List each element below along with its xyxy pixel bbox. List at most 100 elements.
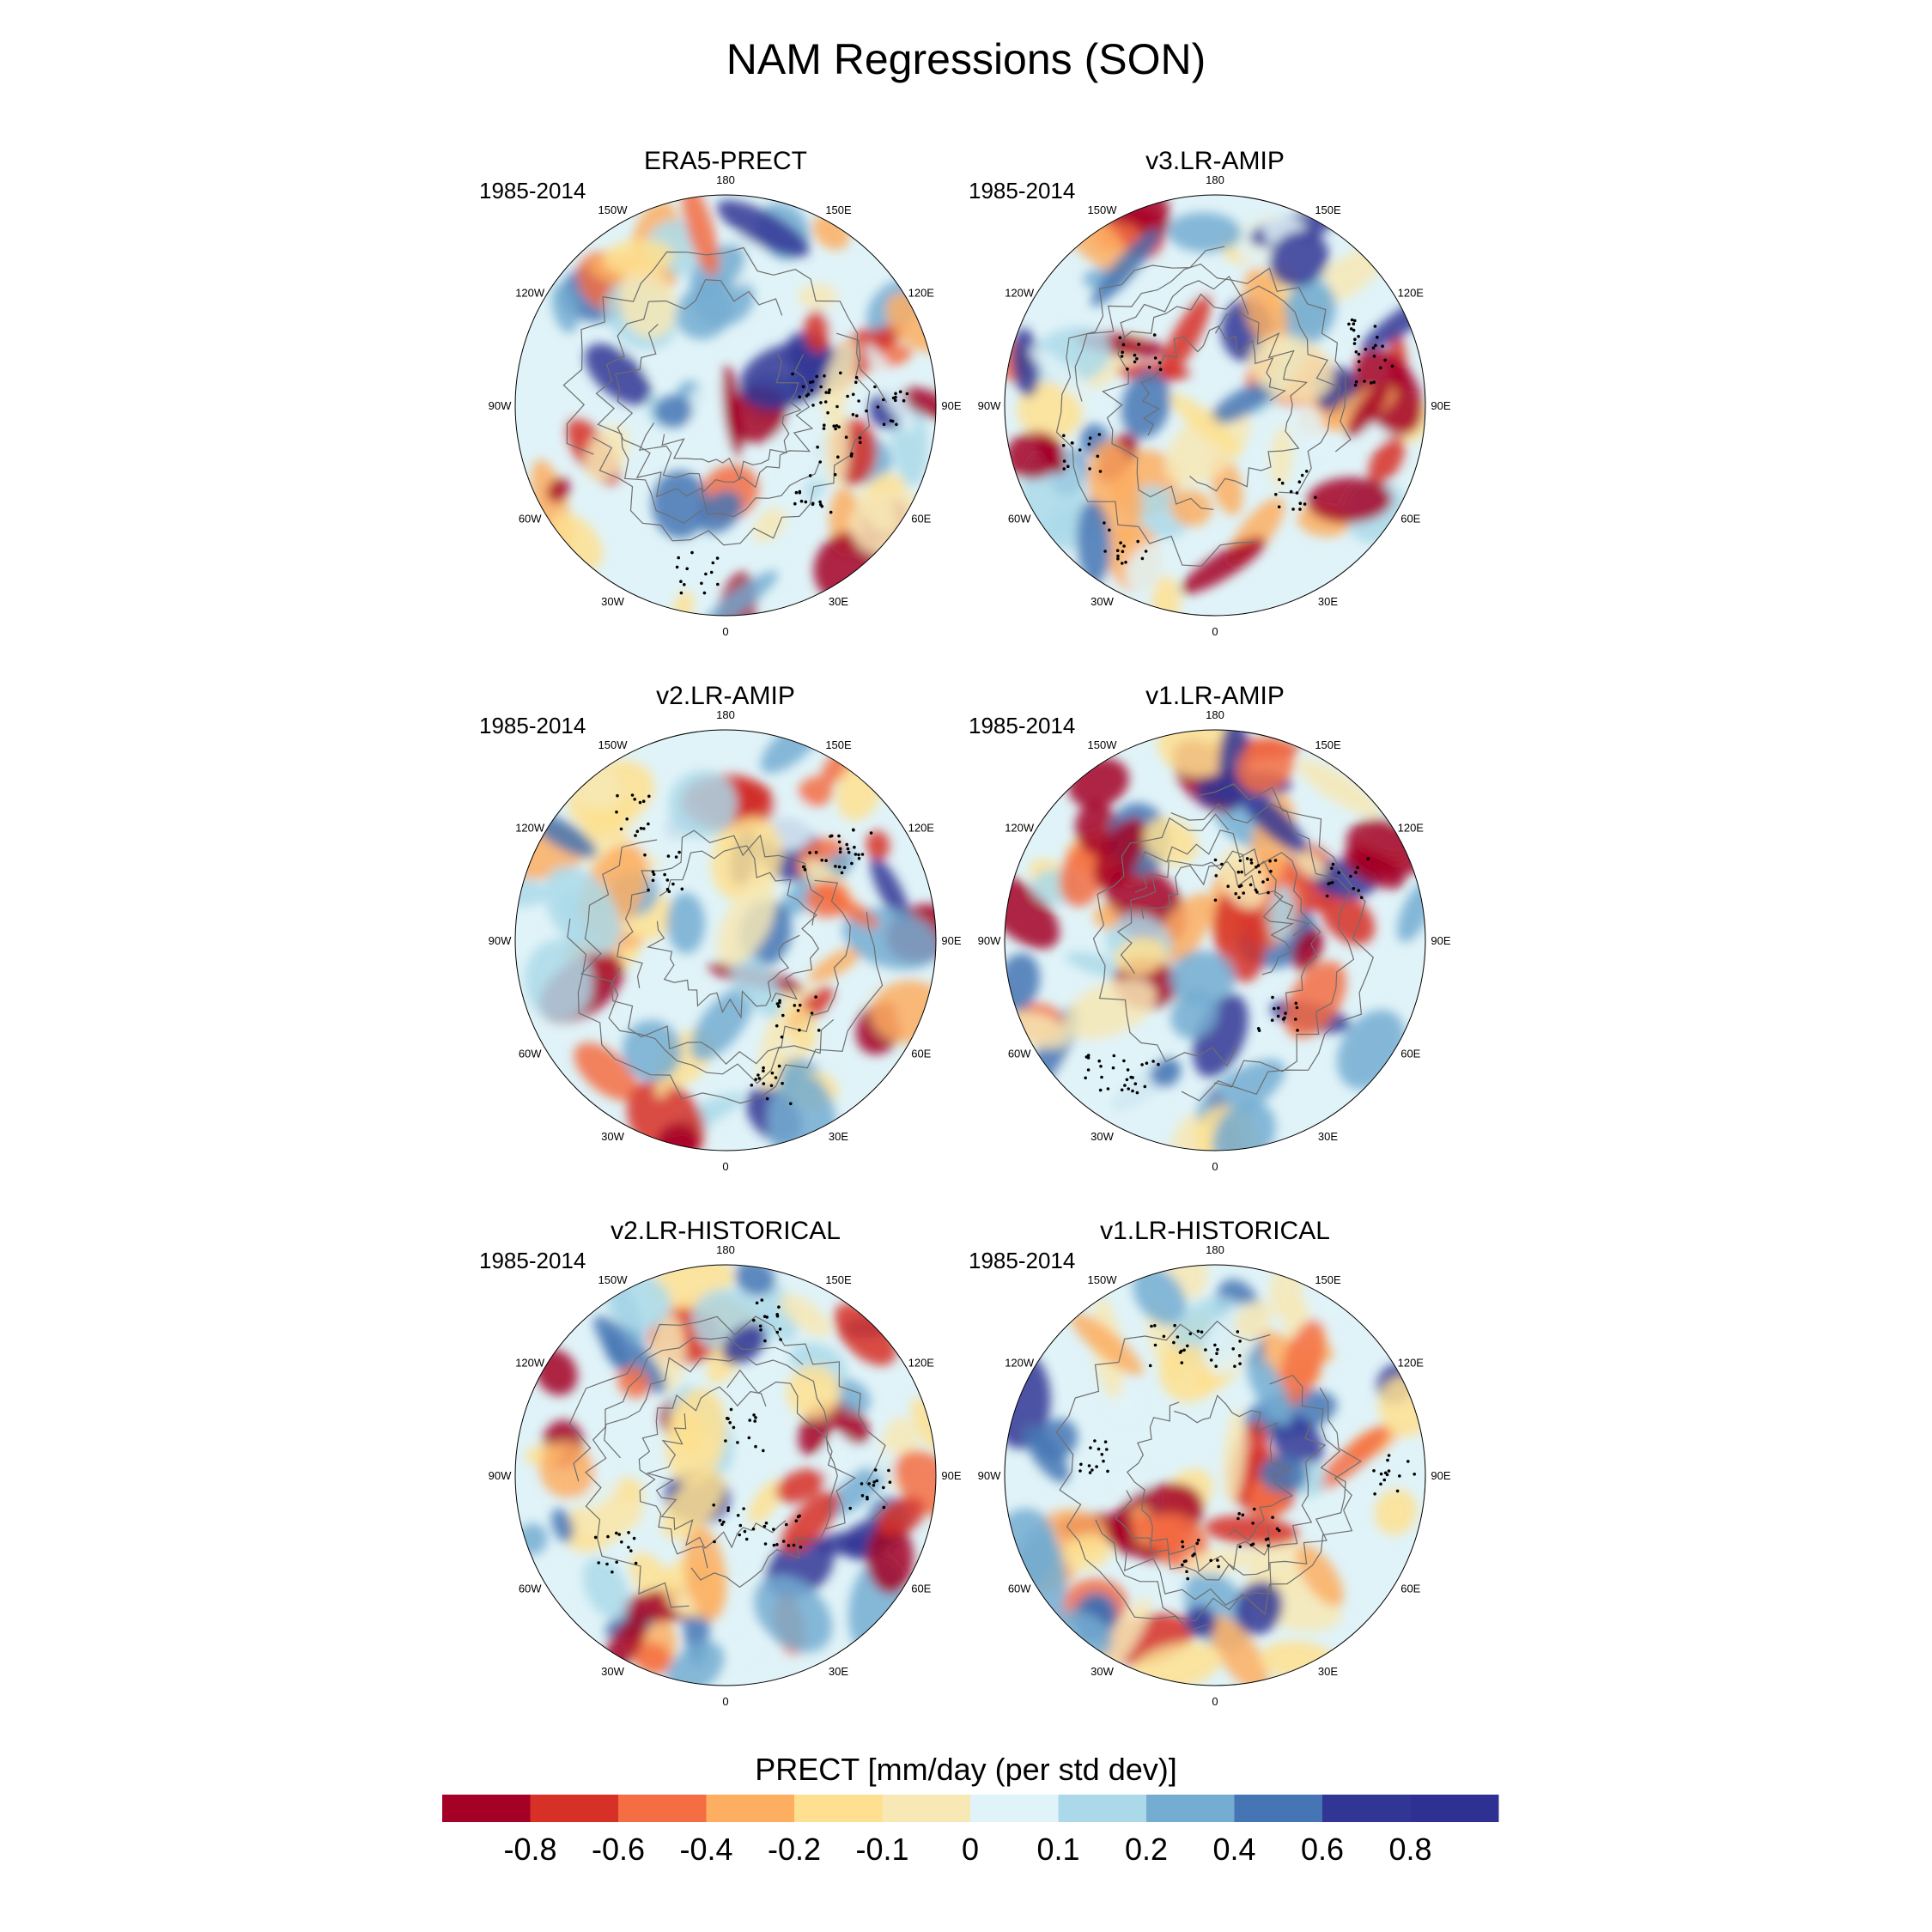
longitude-label: 90E bbox=[941, 1469, 961, 1482]
longitude-label: 90E bbox=[941, 399, 961, 412]
panel-title: ERA5-PRECT bbox=[644, 147, 807, 175]
panel-title: v2.LR-AMIP bbox=[656, 682, 795, 710]
map-boundary bbox=[1004, 194, 1426, 617]
colorbar-swatch bbox=[1234, 1795, 1323, 1822]
map-panel: v3.LR-AMIP 1985-2014 180 150E 120E 90E 60E 30E 0… bbox=[969, 147, 1451, 638]
longitude-label: 60E bbox=[1400, 1583, 1420, 1595]
longitude-label: 120E bbox=[1398, 287, 1425, 300]
precip-field bbox=[1005, 1265, 1425, 1686]
colorbar-swatch bbox=[970, 1795, 1059, 1822]
longitude-label: 30W bbox=[1091, 595, 1114, 608]
coastlines bbox=[1055, 1320, 1363, 1631]
colorbar-tick-label: -0.4 bbox=[679, 1832, 732, 1867]
longitude-label: 90E bbox=[1431, 399, 1450, 412]
longitude-label: 90E bbox=[1431, 1469, 1450, 1482]
longitude-label: 150W bbox=[598, 1273, 629, 1286]
longitude-label: 60E bbox=[911, 513, 931, 526]
period-label: 1985-2014 bbox=[479, 713, 586, 738]
longitude-label: 30E bbox=[829, 595, 848, 608]
colorbar-title: PRECT [mm/day (per std dev)] bbox=[755, 1752, 1177, 1787]
longitude-label: 180 bbox=[716, 708, 735, 721]
longitude-label: 150E bbox=[825, 204, 852, 216]
longitude-label: 150E bbox=[825, 1273, 852, 1286]
precip-field bbox=[1005, 195, 1425, 616]
longitude-label: 60W bbox=[519, 1583, 542, 1595]
colorbar-swatch bbox=[1410, 1795, 1499, 1822]
panel-title: v2.LR-HISTORICAL bbox=[611, 1217, 841, 1245]
colorbar-tick-label: -0.2 bbox=[768, 1832, 821, 1867]
longitude-label: 120W bbox=[1005, 287, 1035, 300]
period-label: 1985-2014 bbox=[479, 1248, 586, 1273]
colorbar-tick-label: 0.6 bbox=[1301, 1832, 1344, 1867]
longitude-label: 30E bbox=[1318, 595, 1338, 608]
longitude-label: 0 bbox=[722, 1160, 728, 1173]
panel-title: v1.LR-AMIP bbox=[1145, 682, 1285, 710]
longitude-label: 0 bbox=[1212, 1695, 1218, 1708]
colorbar-tick-label: 0.1 bbox=[1036, 1832, 1079, 1867]
colorbar-swatch bbox=[794, 1795, 883, 1822]
longitude-label: 0 bbox=[1212, 625, 1218, 638]
longitude-label: 180 bbox=[716, 1243, 735, 1256]
colorbar-tick-label: -0.8 bbox=[503, 1832, 556, 1867]
longitude-label: 0 bbox=[722, 625, 728, 638]
longitude-label: 60E bbox=[1400, 513, 1420, 526]
longitude-label: 30W bbox=[1091, 1665, 1114, 1678]
longitude-label: 30E bbox=[1318, 1665, 1338, 1678]
longitude-label: 90W bbox=[489, 1469, 512, 1482]
longitude-label: 90W bbox=[978, 934, 1001, 947]
longitude-label: 120W bbox=[515, 1357, 545, 1370]
period-label: 1985-2014 bbox=[969, 1248, 1075, 1273]
longitude-label: 30W bbox=[601, 1665, 624, 1678]
longitude-label: 120W bbox=[515, 287, 545, 300]
significance-stipple bbox=[593, 1298, 892, 1574]
longitude-label: 30W bbox=[1091, 1130, 1114, 1143]
longitude-label: 90E bbox=[941, 934, 961, 947]
map-boundary bbox=[514, 194, 937, 617]
colorbar-swatch bbox=[706, 1795, 795, 1822]
longitude-label: 120W bbox=[515, 822, 545, 835]
longitude-label: 180 bbox=[1206, 1243, 1224, 1256]
coastlines bbox=[562, 246, 888, 546]
longitude-label: 90W bbox=[489, 934, 512, 947]
longitude-label: 180 bbox=[1206, 708, 1224, 721]
longitude-label: 30W bbox=[601, 1130, 624, 1143]
map-boundary bbox=[514, 729, 937, 1151]
precip-field bbox=[515, 1265, 936, 1686]
precip-field bbox=[515, 195, 936, 616]
longitude-label: 0 bbox=[1212, 1160, 1218, 1173]
coastlines bbox=[567, 829, 884, 1104]
longitude-label: 150E bbox=[1315, 738, 1341, 751]
map-boundary bbox=[514, 1264, 937, 1686]
colorbar-tick-label: 0.8 bbox=[1388, 1832, 1431, 1867]
longitude-label: 120E bbox=[1398, 1357, 1425, 1370]
longitude-label: 30E bbox=[1318, 1130, 1338, 1143]
significance-stipple bbox=[1084, 857, 1370, 1095]
longitude-label: 0 bbox=[722, 1695, 728, 1708]
period-label: 1985-2014 bbox=[479, 178, 586, 204]
period-label: 1985-2014 bbox=[969, 178, 1075, 204]
longitude-label: 150E bbox=[1315, 1273, 1341, 1286]
longitude-label: 60W bbox=[519, 1048, 542, 1060]
colorbar-swatch bbox=[1146, 1795, 1235, 1822]
longitude-label: 90W bbox=[978, 399, 1001, 412]
longitude-label: 120W bbox=[1005, 822, 1035, 835]
colorbar-tick-label: 0.2 bbox=[1125, 1832, 1168, 1867]
coastlines bbox=[1055, 246, 1352, 567]
period-label: 1985-2014 bbox=[969, 713, 1075, 738]
longitude-label: 60W bbox=[1008, 1048, 1031, 1060]
colorbar-tick-label: 0 bbox=[962, 1832, 979, 1867]
longitude-label: 60W bbox=[1008, 1583, 1031, 1595]
significance-stipple bbox=[675, 371, 909, 595]
longitude-label: 150E bbox=[1315, 204, 1341, 216]
longitude-label: 90W bbox=[978, 1469, 1001, 1482]
significance-stipple bbox=[1078, 1323, 1416, 1581]
map-panel: ERA5-PRECT 1985-2014 180 150E 120E 90E 60E 30E 0… bbox=[479, 147, 962, 638]
longitude-label: 120E bbox=[908, 287, 935, 300]
colorbar: -0.8 -0.6 -0.4 -0.2 -0.1 0 0.1 0.2 0.4 0.6 0.8 bbox=[442, 1795, 1499, 1867]
longitude-label: 150W bbox=[1088, 738, 1118, 751]
panel-title: v3.LR-AMIP bbox=[1145, 147, 1285, 175]
coastlines bbox=[568, 1315, 889, 1608]
map-panel: v1.LR-HISTORICAL 1985-2014 180 150E 120E 90E 6… bbox=[969, 1217, 1451, 1708]
coastlines bbox=[1092, 783, 1375, 1102]
